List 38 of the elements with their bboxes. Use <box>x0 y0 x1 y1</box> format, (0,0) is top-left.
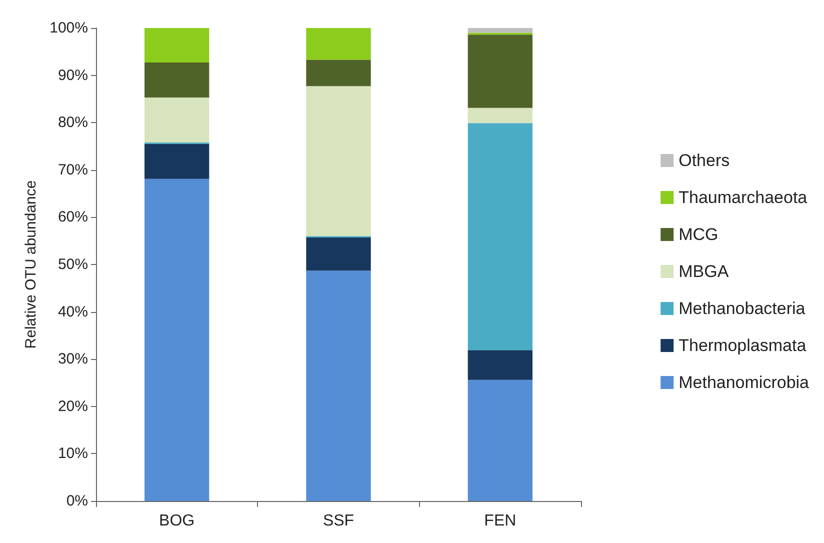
y-tick-label: 30% <box>58 350 88 368</box>
bar <box>144 144 210 179</box>
legend-label: Others <box>678 151 730 170</box>
bar <box>468 380 532 501</box>
y-axis-title: Relative OTU abundance <box>22 180 40 349</box>
y-tick-label: 90% <box>58 66 88 84</box>
legend-label: MCG <box>678 225 718 244</box>
y-tick-label: 50% <box>58 256 88 273</box>
x-tick-label: SSF <box>322 512 354 530</box>
bar <box>144 62 210 98</box>
y-tick-label: 60% <box>58 208 88 226</box>
bar <box>468 108 532 124</box>
bar <box>468 34 532 108</box>
bar <box>306 238 371 271</box>
bar <box>468 350 532 380</box>
y-tick-label: 80% <box>58 114 88 132</box>
y-tick-label: 70% <box>58 161 88 178</box>
bar <box>306 270 371 501</box>
y-tick-label: 10% <box>58 445 88 462</box>
x-tick-label: FEN <box>484 512 516 530</box>
legend-label: Thermoplasmata <box>678 336 807 355</box>
legend-label: Methanomicrobia <box>678 373 810 392</box>
bar <box>306 28 371 60</box>
legend-label: Thaumarchaeota <box>678 188 808 207</box>
x-tick-label: BOG <box>159 512 195 530</box>
bar <box>144 178 210 501</box>
bar <box>144 28 210 63</box>
bar <box>306 60 371 86</box>
legend-label: MBGA <box>678 262 730 281</box>
y-tick-label: 100% <box>50 20 88 36</box>
bar <box>144 98 210 142</box>
y-tick-label: 40% <box>58 303 88 320</box>
legend-label: Methanobacteria <box>678 299 806 318</box>
bar <box>306 86 371 236</box>
y-tick-label: 0% <box>66 492 88 510</box>
bar <box>468 28 532 33</box>
bar <box>468 123 532 350</box>
y-tick-label: 20% <box>58 398 88 415</box>
